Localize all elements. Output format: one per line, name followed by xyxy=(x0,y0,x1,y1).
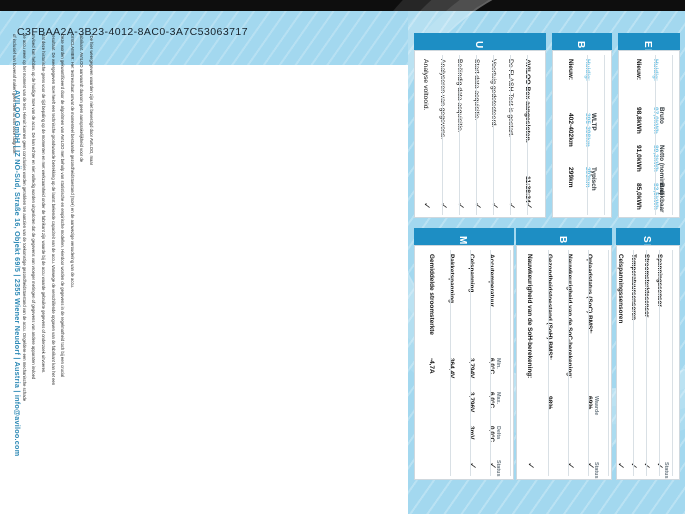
protocol-row-label: Analyse voltooid. xyxy=(422,59,429,111)
status-check-icon: ✓ xyxy=(439,202,449,210)
status-check-icon: ✓ xyxy=(526,462,536,470)
bereik-value: 402-402km xyxy=(567,113,574,147)
disclaimer-line: Deze worden gekwantificeerd door de algo… xyxy=(60,34,66,378)
report-uuid: C3FBAA2A-3B23-4012-8AC0-3A7C53063717 xyxy=(17,26,249,38)
panel-sensoren: StatusSpanningssensor✓Stroomsterktesenso… xyxy=(616,245,680,480)
row-divider xyxy=(672,250,673,476)
status-check-icon: ✓ xyxy=(616,462,626,470)
disclaimer-line: dat deze historische grens voor de tijd … xyxy=(41,34,46,374)
scan-edge-strip xyxy=(0,0,685,11)
row-divider xyxy=(604,55,605,215)
row-divider xyxy=(646,250,647,476)
banner-stripes-pattern xyxy=(0,11,408,65)
metingen-column-header: Max. xyxy=(495,392,501,404)
status-check-icon: ✓ xyxy=(507,202,517,210)
bereik-value: 299km xyxy=(567,167,574,188)
panel-header-energie: ENERGIE xyxy=(618,33,680,96)
row-divider xyxy=(527,55,528,215)
row-divider xyxy=(588,250,589,476)
metingen-row-label: Gemiddelde stroomsterkte xyxy=(428,254,435,335)
page-body-white xyxy=(0,65,408,514)
metingen-column-header: Delta xyxy=(495,426,501,440)
status-check-icon: ✓ xyxy=(422,202,432,210)
panel-header-sensoren: SENSOREN xyxy=(616,228,680,303)
disclaimer-line: fabrikant. AVILOO aanvaardt daarom geen … xyxy=(79,34,85,163)
row-divider xyxy=(633,250,634,476)
row-divider xyxy=(459,55,460,215)
metingen-min-value: -4,7A xyxy=(428,358,435,374)
disclaimer-line: resultaat. De weergegeven SoH heeft een … xyxy=(50,34,56,386)
page-banner xyxy=(0,11,408,65)
row-divider xyxy=(493,55,494,215)
bms-row-label: Nauwkeurigheid van de SoH-berekening: xyxy=(526,254,533,379)
row-divider xyxy=(672,55,673,215)
row-divider xyxy=(510,55,511,215)
row-divider xyxy=(450,250,451,476)
bereik-row-label: Nieuw: xyxy=(567,59,574,80)
row-divider xyxy=(476,55,477,215)
panel-header-metingen: METINGEN xyxy=(414,228,514,300)
disclaimer-line: Invloed kan hebben op de huidige SoH van… xyxy=(31,34,37,380)
panel-uitvoeringsprotocol: AVILOO Box aangesloten.11:38:34✓De FLASH… xyxy=(414,50,546,218)
disclaimer-line: DISCLAIMER: Het testresultaat omvat de m… xyxy=(69,34,75,289)
row-divider xyxy=(548,250,549,476)
sensoren-row-label: Celspanningssensoren xyxy=(617,254,624,324)
panel-header-bereik: BEREIK xyxy=(552,33,612,87)
row-divider xyxy=(608,250,609,476)
energie-column-header: Bruto xyxy=(658,107,665,124)
energie-value: 91,0kWh xyxy=(635,145,642,172)
status-check-icon: ✓ xyxy=(473,202,483,210)
panel-bms: Waarde Status Oplaadstatus (SoC) BMS*: 69% ✓… xyxy=(516,245,612,480)
row-divider xyxy=(655,55,656,215)
row-divider xyxy=(587,55,588,215)
row-divider xyxy=(659,250,660,476)
panel-header-uitvoeringsprotocol: UITVOERINGSPROTOCOL xyxy=(414,33,546,193)
energie-value: 85,0kWh xyxy=(635,183,642,210)
status-check-icon: ✓ xyxy=(456,202,466,210)
energie-value: 98,8kWh xyxy=(635,107,642,134)
bereik-column-header: WLTP xyxy=(590,113,597,131)
footer-address: AVILOO GmbH | IZ NÖ-Süd, Straße 16, Obje… xyxy=(13,90,22,457)
panel-bereik: WLTPTypischHuidig:395-398km293kmNieuw:40… xyxy=(552,50,612,218)
row-divider xyxy=(510,250,511,476)
row-divider xyxy=(568,250,569,476)
bereik-column-header: Typisch xyxy=(590,167,597,191)
row-divider xyxy=(490,250,491,476)
panel-metingen: Min. Max. Delta Status Accutemperatuur 6,0°C 6… xyxy=(414,245,514,480)
status-check-icon: ✓ xyxy=(524,202,534,210)
bms-column-header: Waarde xyxy=(593,396,599,416)
energie-row-label: Nieuw: xyxy=(635,59,642,80)
panel-header-bms: BMS xyxy=(516,228,612,262)
disclaimer-line: *De hier weergegeven waarden zijn niet b… xyxy=(89,34,94,166)
row-divider xyxy=(442,55,443,215)
metingen-column-header: Min. xyxy=(495,358,501,369)
energie-column-header: Bruikbaar xyxy=(658,183,665,213)
status-check-icon: ✓ xyxy=(490,202,500,210)
row-divider xyxy=(470,250,471,476)
